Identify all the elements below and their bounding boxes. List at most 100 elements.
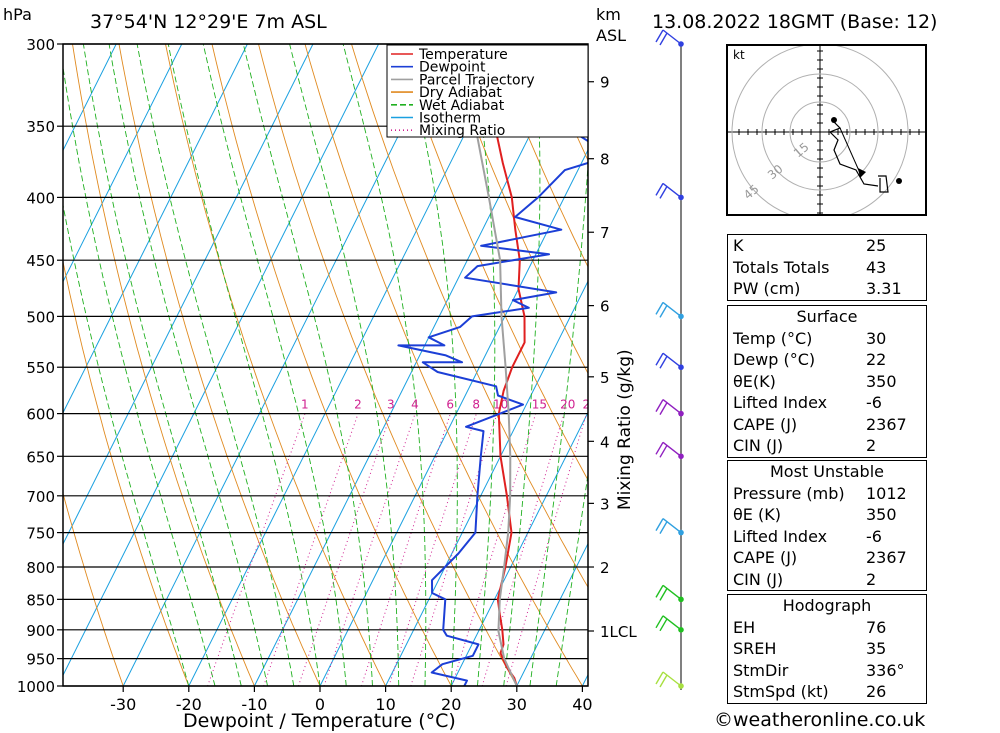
indices-panel: K 25 Totals Totals 43 PW (cm) 3.31 (727, 234, 927, 301)
hodo-ring (761, 73, 879, 191)
hodo-storm-arrow (858, 168, 866, 178)
index-row: θE (K) 350 (728, 504, 926, 526)
wind-barb-flag (659, 186, 668, 199)
index-value: 336° (866, 660, 905, 680)
dry-adiabat-line (63, 491, 124, 686)
height-unit: km (596, 5, 621, 24)
index-row: StmDir 336° (728, 660, 926, 682)
pressure-tick-label: 850 (26, 591, 55, 609)
legend-label: Wet Adiabat (419, 98, 505, 114)
index-value: 30 (866, 328, 887, 348)
mixing-ratio-label: 15 (532, 398, 547, 412)
hodograph-table-panel: Hodograph EH 76 SREH 35 StmDir 336° StmSpd (kt… (727, 594, 927, 704)
wind-barb-flag (659, 444, 668, 458)
height-tick-label: 6 (600, 298, 610, 316)
wind-barb-staff (662, 182, 682, 198)
wind-barb (655, 29, 682, 46)
legend-label: Parcel Trajectory (419, 72, 535, 88)
index-label: θE (K) (733, 505, 781, 524)
index-label: CIN (J) (733, 569, 784, 589)
surface-title: Surface (796, 307, 858, 326)
index-value: 3.31 (866, 279, 902, 298)
wet-adiabat-line (555, 471, 588, 686)
isotherm-line (63, 44, 183, 283)
wind-barb (655, 301, 682, 318)
index-value: -6 (866, 393, 882, 412)
hodo-trace (878, 175, 889, 193)
wet-adiabat-line (242, 44, 373, 686)
index-label: StmSpd (kt) (733, 682, 829, 701)
legend-label: Dry Adiabat (419, 85, 502, 101)
x-tick-label: -20 (176, 695, 202, 714)
height-unit-asl: ASL (596, 26, 626, 45)
most-unstable-panel: Most Unstable Pressure (mb) 1012 θE (K) 350… (727, 460, 927, 591)
wind-barb-flag (655, 352, 664, 366)
index-value: 43 (866, 257, 887, 277)
hodograph-table-title: Hodograph (782, 596, 872, 615)
wind-barb-staff (662, 29, 682, 45)
wind-barb-flag (659, 305, 668, 318)
mixing-ratio-line (263, 413, 359, 686)
height-tick-label: 8 (600, 151, 610, 169)
pressure-tick-label: 500 (26, 308, 55, 326)
wind-barb (655, 518, 682, 534)
x-tick-label: 0 (315, 695, 325, 714)
wind-barb-flag (655, 441, 664, 455)
index-value: 2 (866, 569, 877, 589)
mixing-ratio-label: 1 (301, 398, 309, 412)
wind-barb-flag (659, 521, 668, 534)
index-row: SREH 35 (728, 638, 926, 660)
wind-barb (655, 671, 682, 688)
wet-adiabat-line (469, 44, 496, 686)
dry-adiabat-line (118, 44, 321, 686)
wind-barb-flag (655, 518, 664, 531)
index-label: Dewp (°C) (733, 350, 816, 369)
plot-frame (62, 43, 589, 687)
profile-series: 1 2 3 4 6 8 10 15 20 25 (301, 44, 588, 686)
location-title: 37°54'N 12°29'E 7m ASL (90, 11, 327, 33)
height-tick-label: 4 (600, 433, 610, 451)
index-row: K 25 (728, 235, 926, 257)
pressure-tick-label: 800 (26, 559, 55, 577)
index-label: Pressure (mb) (733, 483, 845, 503)
index-row: θE(K) 350 (728, 371, 926, 393)
height-tick-label: 1LCL (600, 623, 637, 641)
datetime-title: 13.08.2022 18GMT (Base: 12) (652, 11, 937, 33)
isotherm-line (188, 44, 511, 686)
index-label: Lifted Index (733, 393, 828, 412)
index-value: 2367 (866, 414, 907, 434)
wind-barb-flag (659, 402, 668, 415)
hodo-trace (828, 119, 879, 187)
pressure-tick-label: 950 (26, 651, 55, 669)
index-value: 350 (866, 371, 897, 391)
index-row: EH 76 (728, 617, 926, 639)
pressure-tick-label: 650 (26, 448, 55, 466)
parcel-trajectory-line (474, 126, 518, 686)
wind-barb-flag (655, 584, 664, 598)
wind-barb-flag (655, 399, 664, 412)
index-label: K (733, 236, 744, 255)
x-tick-label: 30 (507, 695, 527, 714)
index-row: CIN (J) 2 (728, 569, 926, 591)
height-tick-label: 5 (600, 369, 610, 387)
index-row: Dewp (°C) 22 (728, 349, 926, 371)
isotherm-line (450, 411, 588, 686)
wind-barb (655, 352, 682, 369)
axes: 3003504004505005506006507007508008509009… (17, 36, 638, 714)
index-row: StmSpd (kt) 26 (728, 681, 926, 703)
index-row: Totals Totals 43 (728, 257, 926, 279)
pressure-tick-label: 700 (26, 488, 55, 506)
hodo-point (831, 117, 837, 123)
index-label: Lifted Index (733, 526, 828, 546)
legend-label: Temperature (418, 47, 508, 63)
wind-barb-flag (659, 618, 668, 632)
dry-adiabat-line (304, 44, 583, 686)
index-label: PW (cm) (733, 279, 801, 298)
height-tick-label: 2 (600, 559, 610, 577)
pressure-tick-label: 300 (26, 36, 55, 54)
surface-panel: Surface Temp (°C) 30 Dewp (°C) 22 θE(K) 350 Li… (727, 305, 927, 458)
mixing-ratio-axis-label: Mixing Ratio (g/kg) (615, 349, 635, 510)
index-label: CAPE (J) (733, 548, 798, 567)
index-row: Lifted Index -6 (728, 392, 926, 414)
